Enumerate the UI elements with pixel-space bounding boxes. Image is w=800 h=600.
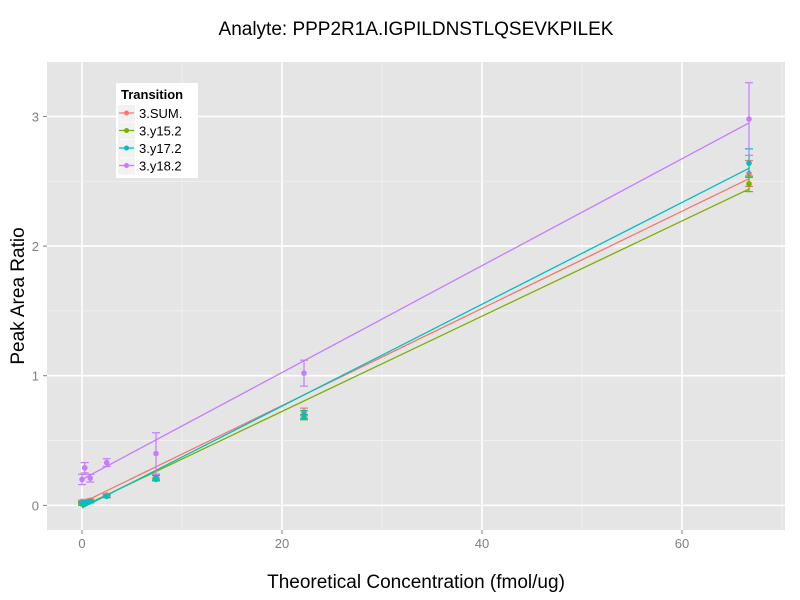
chart-title: Analyte: PPP2R1A.IGPILDNSTLQSEVKPILEK [219,19,614,40]
data-point [87,475,93,481]
x-tick-label: 20 [275,536,289,551]
y-tick-label: 0 [32,498,39,513]
legend-key-point [124,128,129,133]
legend-label: 3.y17.2 [139,141,182,156]
x-axis-label: Theoretical Concentration (fmol/ug) [267,572,565,593]
series-3.y18.2 [78,82,753,486]
legend: Transition 3.SUM. 3.y15.2 3.y17.2 3.y18.2 [116,83,198,178]
legend-key-point [124,145,129,151]
fit-line [81,122,750,481]
y-tick-label: 3 [32,109,39,124]
legend-label: 3.SUM. [139,106,182,121]
data-point [153,450,159,457]
data-point [79,476,85,483]
data-point [746,160,752,166]
y-tick-label: 1 [32,369,39,384]
data-point [81,464,88,471]
data-point [153,475,159,481]
legend-label: 3.y18.2 [139,159,182,174]
data-point [746,116,752,122]
fit-line [81,178,750,504]
data-point [87,498,93,505]
legend-key-point [124,110,129,116]
data-point [81,499,88,506]
x-tick-label: 0 [78,536,85,551]
x-tick-label: 40 [475,536,489,551]
legend-title: Transition [121,87,183,102]
y-tick-label: 2 [32,239,39,254]
data-point [301,411,307,418]
x-tick-label: 60 [675,536,689,551]
data-point [746,181,752,187]
data-point [103,459,110,466]
fit-line [81,188,750,508]
legend-key-point [124,163,129,168]
y-axis-label: Peak Area Ratio [8,227,29,364]
legend-label: 3.y15.2 [139,124,182,139]
fit-line [81,167,750,509]
data-point [301,370,307,376]
data-point [103,493,110,500]
